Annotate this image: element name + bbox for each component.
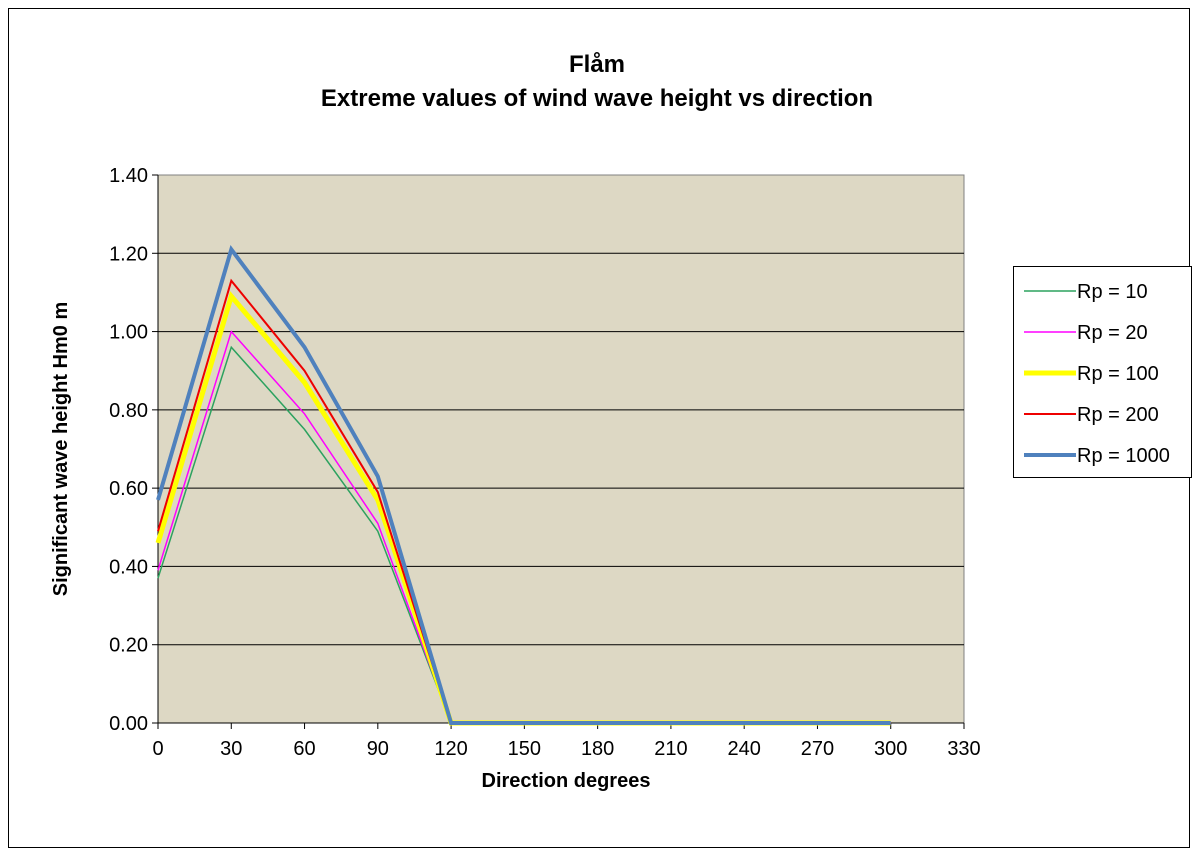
legend-label: Rp = 200 (1077, 404, 1159, 426)
x-tick-label: 180 (581, 738, 614, 760)
y-tick-label: 0.60 (109, 478, 148, 500)
x-tick-label: 330 (947, 738, 980, 760)
legend-item: Rp = 1000 (1024, 445, 1170, 467)
x-tick-label: 0 (152, 738, 163, 760)
series-lines (155, 244, 891, 726)
legend: Rp = 10 Rp = 20 Rp = 100 Rp = 200 Rp = 1000 (1013, 266, 1192, 478)
x-tick-label: 120 (434, 738, 467, 760)
legend-item: Rp = 20 (1024, 322, 1148, 344)
y-tick-label: 1.40 (109, 165, 148, 187)
x-tick-label: 30 (220, 738, 242, 760)
x-axis-label: Direction degrees (482, 770, 651, 792)
y-tick-label: 1.20 (109, 243, 148, 265)
legend-item: Rp = 200 (1024, 404, 1159, 426)
x-tick-label: 60 (293, 738, 315, 760)
x-tick-label: 210 (654, 738, 687, 760)
legend-item: Rp = 100 (1024, 363, 1159, 385)
y-tick-label: 1.00 (109, 322, 148, 344)
y-tick-label: 0.00 (109, 713, 148, 735)
legend-items: Rp = 10 Rp = 20 Rp = 100 Rp = 200 Rp = 1000 (1024, 281, 1170, 467)
legend-label: Rp = 100 (1077, 363, 1159, 385)
plot-area (157, 174, 965, 724)
x-tick-label: 300 (874, 738, 907, 760)
series-line-rp-1000 (156, 244, 891, 725)
legend-item: Rp = 10 (1024, 281, 1148, 303)
x-tick-label: 150 (508, 738, 541, 760)
y-axis-label: Significant wave height Hm0 m (50, 302, 72, 597)
y-axis: 0.00 0.20 0.40 0.60 0.80 1.00 1.20 1.40 (109, 165, 159, 735)
legend-label: Rp = 10 (1077, 281, 1148, 303)
x-tick-label: 270 (801, 738, 834, 760)
legend-label: Rp = 20 (1077, 322, 1148, 344)
legend-label: Rp = 1000 (1077, 445, 1170, 467)
x-tick-label: 240 (727, 738, 760, 760)
chart-title: Flåm (569, 51, 625, 78)
y-tick-label: 0.20 (109, 635, 148, 657)
chart-subtitle: Extreme values of wind wave height vs di… (321, 85, 873, 112)
y-tick-label: 0.80 (109, 400, 148, 422)
y-tick-label: 0.40 (109, 556, 148, 578)
x-tick-label: 90 (367, 738, 389, 760)
